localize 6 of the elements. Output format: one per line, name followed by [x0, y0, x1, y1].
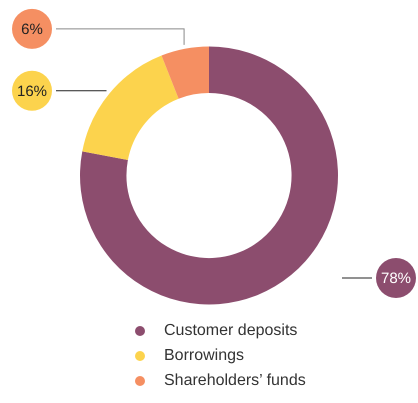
legend-label: Shareholders’ funds — [164, 372, 306, 390]
data-label: 16% — [16, 82, 48, 100]
data-label: 6% — [21, 20, 43, 38]
legend-label: Borrowings — [164, 346, 244, 364]
data-label: 78% — [380, 270, 412, 288]
legend-label: Customer deposits — [164, 322, 298, 340]
